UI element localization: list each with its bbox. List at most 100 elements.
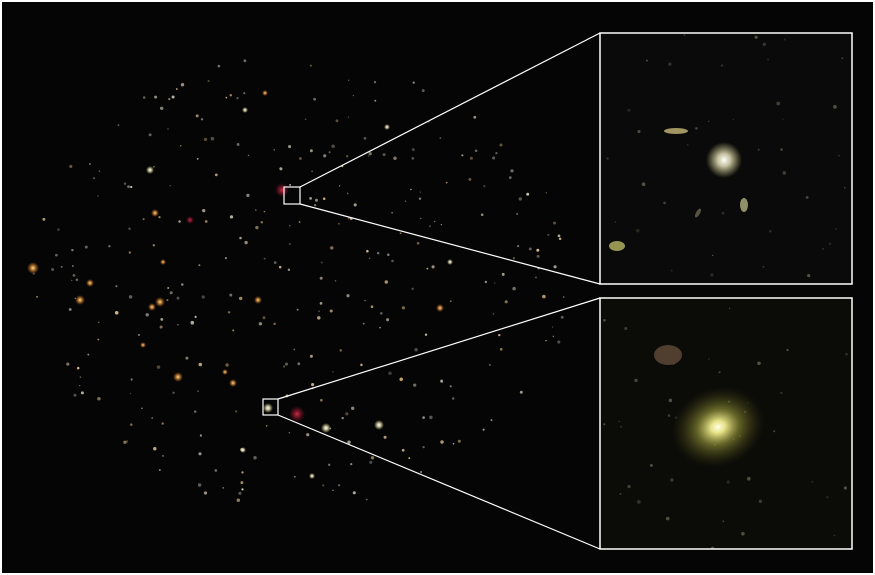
star [551,326,554,328]
star [195,114,199,118]
star [167,128,169,130]
star [79,384,81,387]
star [169,291,173,295]
star [154,95,158,99]
star [421,89,425,93]
faint-star [807,274,811,278]
star [273,322,276,326]
faint-star [776,101,781,106]
star [474,149,478,152]
star [483,184,486,188]
bright-star [242,107,248,113]
faint-star [618,420,620,423]
star [108,245,111,248]
star [225,96,228,99]
star [199,434,202,437]
faint-star [627,108,631,112]
star [386,318,390,322]
star [273,261,277,264]
star [203,137,208,142]
star [227,311,231,314]
star [129,392,132,395]
faint-star [780,391,783,395]
faint-star [686,143,689,147]
star [495,151,498,155]
star [368,155,370,157]
star [412,81,415,84]
star [197,390,199,393]
star [318,310,320,312]
star [229,215,234,219]
star [449,300,452,303]
star [353,203,357,207]
star [364,299,366,302]
star [142,96,146,99]
star [519,390,523,394]
star [84,245,88,249]
star [422,445,425,449]
star [558,237,562,241]
star [328,463,331,466]
zoom-line [277,414,601,550]
star [130,185,133,189]
star [431,265,435,269]
bright-star [309,473,315,479]
star [159,325,163,329]
bright-star [447,259,453,265]
bright-star [321,423,331,433]
star [366,249,369,253]
star [341,416,344,420]
star [518,197,522,201]
star [508,176,512,179]
star [93,177,95,179]
star [88,163,91,165]
star [125,440,129,443]
faint-star [845,352,848,356]
star [203,491,208,495]
star [71,279,73,282]
faint-star [663,201,666,205]
star [180,83,185,87]
star [127,185,130,188]
star [411,157,415,160]
star [552,335,555,338]
bright-star [436,304,444,312]
star [279,167,283,171]
star [494,282,496,284]
star [176,296,180,300]
star [413,383,417,387]
bright-star [151,209,159,217]
faint-star [783,38,787,41]
star [217,64,221,68]
faint-star [718,371,721,374]
star [117,124,120,126]
star [175,88,178,90]
star [128,295,133,299]
star [273,149,275,151]
star [297,362,301,366]
star [346,294,350,298]
star [439,137,442,139]
star [370,305,374,308]
faint-star [762,265,765,268]
star [545,192,547,194]
star [492,313,495,315]
star [97,338,100,341]
star [369,460,373,464]
faint-star [668,398,673,403]
star [352,94,355,97]
star [347,440,351,444]
bright-star [146,166,154,174]
star [236,498,241,502]
faint-star [768,229,772,233]
star [255,209,257,211]
red-object [275,183,289,197]
star [258,322,263,326]
star [201,295,205,299]
bright-star [140,342,146,348]
faint-star [805,195,809,199]
star [553,221,556,225]
star [368,257,371,260]
star [151,417,154,419]
star [171,95,175,99]
